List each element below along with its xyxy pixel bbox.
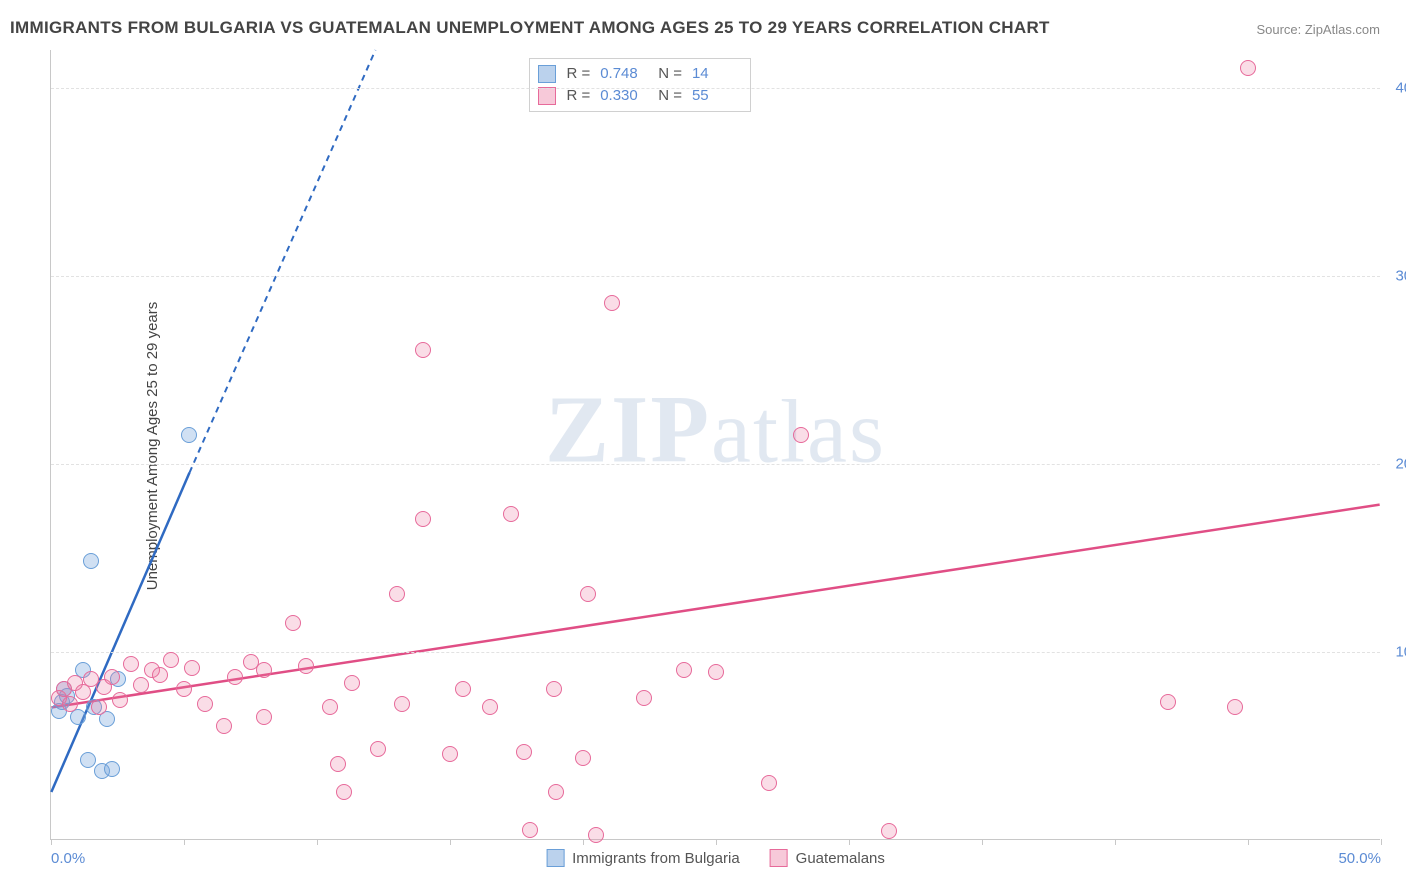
- data-point-pink: [455, 681, 471, 697]
- x-tick-mark: [184, 839, 185, 845]
- data-point-pink: [62, 696, 78, 712]
- data-point-pink: [1160, 694, 1176, 710]
- watermark-zip: ZIP: [545, 375, 711, 482]
- gridline-h: [51, 276, 1380, 277]
- data-point-pink: [91, 699, 107, 715]
- x-tick-mark: [1248, 839, 1249, 845]
- plot-area: ZIPatlas R =0.748N =14R =0.330N =55 Immi…: [50, 50, 1380, 840]
- gridline-h: [51, 464, 1380, 465]
- data-point-pink: [415, 342, 431, 358]
- data-point-pink: [793, 427, 809, 443]
- data-point-pink: [546, 681, 562, 697]
- chart-title: IMMIGRANTS FROM BULGARIA VS GUATEMALAN U…: [10, 18, 1050, 38]
- x-tick-mark: [1115, 839, 1116, 845]
- source-attribution: Source: ZipAtlas.com: [1256, 22, 1380, 37]
- data-point-pink: [163, 652, 179, 668]
- data-point-pink: [548, 784, 564, 800]
- gridline-h: [51, 652, 1380, 653]
- r-value-blue: 0.748: [600, 63, 648, 85]
- x-tick-mark: [317, 839, 318, 845]
- data-point-pink: [336, 784, 352, 800]
- data-point-blue: [104, 761, 120, 777]
- data-point-pink: [104, 669, 120, 685]
- y-tick-label: 20.0%: [1384, 455, 1406, 472]
- data-point-pink: [197, 696, 213, 712]
- data-point-pink: [415, 511, 431, 527]
- data-point-pink: [112, 692, 128, 708]
- legend-swatch-blue: [538, 65, 556, 83]
- data-point-pink: [344, 675, 360, 691]
- trendline-blue-extrapolated: [189, 50, 375, 473]
- x-tick-mark: [51, 839, 52, 845]
- legend-label-pink: Guatemalans: [796, 850, 885, 867]
- data-point-pink: [761, 775, 777, 791]
- data-point-pink: [133, 677, 149, 693]
- data-point-pink: [152, 667, 168, 683]
- data-point-pink: [881, 823, 897, 839]
- data-point-blue: [83, 553, 99, 569]
- data-point-pink: [184, 660, 200, 676]
- data-point-pink: [516, 744, 532, 760]
- x-tick-mark: [849, 839, 850, 845]
- data-point-pink: [370, 741, 386, 757]
- data-point-pink: [1240, 60, 1256, 76]
- watermark: ZIPatlas: [545, 373, 886, 484]
- legend-item-blue: Immigrants from Bulgaria: [546, 849, 740, 867]
- data-point-pink: [123, 656, 139, 672]
- data-point-pink: [575, 750, 591, 766]
- legend-swatch-pink: [770, 849, 788, 867]
- n-value-blue: 14: [692, 63, 740, 85]
- x-tick-mark: [450, 839, 451, 845]
- n-label: N =: [658, 63, 682, 85]
- y-tick-label: 30.0%: [1384, 267, 1406, 284]
- data-point-pink: [604, 295, 620, 311]
- r-label: R =: [566, 63, 590, 85]
- data-point-pink: [256, 662, 272, 678]
- data-point-pink: [330, 756, 346, 772]
- legend-label-blue: Immigrants from Bulgaria: [572, 850, 740, 867]
- data-point-pink: [636, 690, 652, 706]
- data-point-pink: [676, 662, 692, 678]
- trend-lines-layer: [51, 50, 1380, 839]
- x-tick-label: 50.0%: [1338, 850, 1381, 867]
- data-point-pink: [389, 586, 405, 602]
- legend-stat-row-blue: R = 0.748 N = 14: [538, 63, 740, 85]
- gridline-h: [51, 88, 1380, 89]
- data-point-pink: [285, 615, 301, 631]
- data-point-pink: [580, 586, 596, 602]
- data-point-pink: [256, 709, 272, 725]
- y-tick-label: 40.0%: [1384, 79, 1406, 96]
- data-point-pink: [176, 681, 192, 697]
- data-point-blue: [181, 427, 197, 443]
- legend-item-pink: Guatemalans: [770, 849, 885, 867]
- data-point-pink: [394, 696, 410, 712]
- data-point-pink: [503, 506, 519, 522]
- x-tick-mark: [1381, 839, 1382, 845]
- data-point-pink: [227, 669, 243, 685]
- x-tick-mark: [716, 839, 717, 845]
- legend-swatch-pink: [538, 87, 556, 105]
- data-point-pink: [482, 699, 498, 715]
- data-point-pink: [522, 822, 538, 838]
- data-point-blue: [80, 752, 96, 768]
- x-tick-mark: [583, 839, 584, 845]
- data-point-pink: [216, 718, 232, 734]
- x-tick-mark: [982, 839, 983, 845]
- legend-stats: R =0.748N =14R =0.330N =55: [529, 58, 751, 112]
- x-tick-label: 0.0%: [51, 850, 85, 867]
- legend-swatch-blue: [546, 849, 564, 867]
- data-point-pink: [442, 746, 458, 762]
- source-label: Source:: [1256, 22, 1304, 37]
- data-point-pink: [708, 664, 724, 680]
- trendline-blue: [51, 473, 189, 792]
- data-point-pink: [1227, 699, 1243, 715]
- legend-series: Immigrants from Bulgaria Guatemalans: [546, 849, 885, 867]
- source-link[interactable]: ZipAtlas.com: [1305, 22, 1380, 37]
- y-tick-label: 10.0%: [1384, 643, 1406, 660]
- data-point-pink: [298, 658, 314, 674]
- data-point-pink: [322, 699, 338, 715]
- data-point-pink: [588, 827, 604, 843]
